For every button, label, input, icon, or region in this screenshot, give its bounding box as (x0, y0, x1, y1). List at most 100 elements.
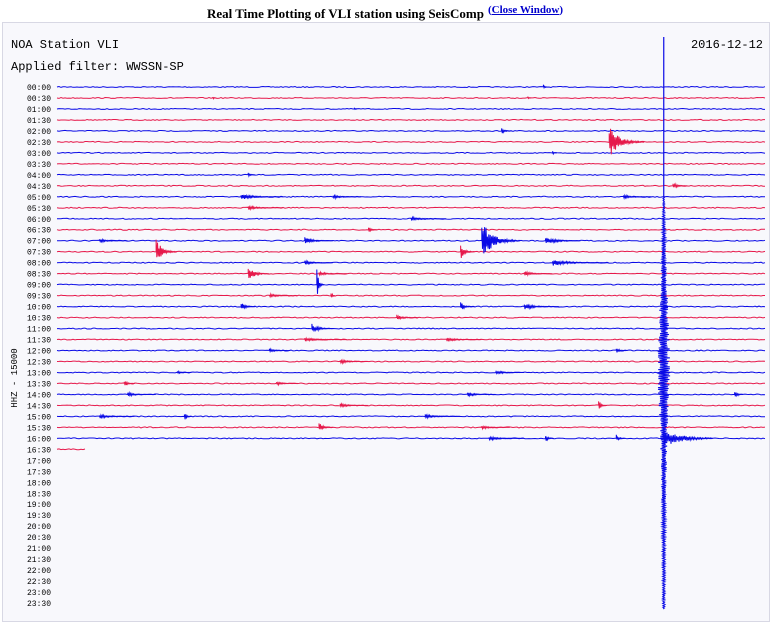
event-53 (545, 435, 555, 442)
trace-7 (56, 162, 766, 165)
event-33 (311, 323, 333, 333)
close-paren-open: ( (487, 4, 492, 16)
event-19 (155, 239, 178, 258)
tick-label: 06:00 (27, 216, 51, 225)
trace-6 (56, 151, 766, 154)
tick-label: 22:30 (27, 578, 51, 587)
event-42 (276, 381, 298, 387)
tick-label: 21:00 (27, 545, 51, 554)
tick-label: 20:00 (27, 523, 51, 532)
close-window-link[interactable]: Close Window (491, 4, 560, 16)
event-34 (304, 336, 347, 343)
event-8 (672, 182, 688, 189)
trace-8 (56, 173, 766, 176)
event-10 (332, 193, 362, 201)
tick-label: 21:30 (27, 556, 51, 565)
event-27 (330, 292, 336, 298)
trace-2 (56, 107, 765, 110)
event-23 (247, 268, 270, 279)
trace-1 (56, 96, 766, 100)
channel-label: HHZ - 15000 (10, 348, 20, 407)
tick-label: 17:30 (27, 468, 51, 477)
tick-label: 08:30 (27, 271, 51, 280)
event-6 (552, 151, 557, 156)
tick-label: 16:30 (27, 446, 51, 455)
filter-label: Applied filter: WWSSN-SP (11, 60, 184, 74)
trace-11 (56, 206, 766, 209)
event-14 (368, 227, 377, 233)
trace-3 (56, 118, 765, 121)
seismic-traces (56, 85, 766, 451)
seismic-events (99, 37, 744, 610)
tick-label: 04:30 (27, 183, 51, 192)
tick-label: 10:30 (27, 315, 51, 324)
trace-18 (56, 283, 766, 286)
tick-label: 13:00 (27, 369, 51, 378)
trace-5 (56, 140, 766, 143)
tick-label: 06:30 (27, 227, 51, 236)
tick-label: 05:00 (27, 194, 51, 203)
tick-label: 14:30 (27, 402, 51, 411)
tick-label: 12:00 (27, 348, 51, 357)
tick-label: 20:30 (27, 534, 51, 543)
event-47 (339, 402, 369, 409)
close-paren-close: ) (559, 4, 564, 16)
trace-27 (56, 382, 766, 385)
event-0 (542, 84, 548, 90)
event-17 (545, 237, 581, 244)
tick-label: 18:30 (27, 490, 51, 499)
trace-30 (56, 415, 765, 418)
tick-label: 11:30 (27, 337, 51, 346)
tick-label: 04:00 (27, 172, 51, 181)
trace-32 (56, 437, 766, 440)
tick-label: 01:00 (27, 106, 51, 115)
event-40 (495, 370, 525, 375)
event-13 (410, 215, 447, 221)
tick-label: 05:30 (27, 205, 51, 214)
tick-label: 18:00 (27, 479, 51, 488)
event-36 (268, 347, 291, 354)
tick-label: 16:00 (27, 435, 51, 444)
tick-label: 15:30 (27, 424, 51, 433)
trace-0 (56, 85, 766, 89)
tick-label: 14:00 (27, 391, 51, 400)
trace-16 (56, 261, 766, 264)
trace-22 (57, 327, 766, 330)
trace-13 (56, 228, 765, 231)
event-48 (183, 414, 192, 420)
date-label: 2016-12-12 (691, 38, 763, 52)
event-1 (212, 96, 217, 100)
event-22 (304, 259, 333, 266)
tick-label: 07:30 (27, 249, 51, 258)
trace-26 (56, 371, 766, 374)
trace-25 (56, 360, 766, 363)
tick-label: 08:00 (27, 260, 51, 269)
trace-24 (56, 349, 766, 352)
event-4 (501, 128, 513, 134)
page-header: Real Time Plotting of VLI station using … (0, 0, 770, 24)
trace-31 (56, 426, 766, 429)
trace-17 (56, 272, 766, 275)
time-tick-labels: 00:00 00:30 01:00 01:30 02:00 02:30 03:00 03:30… (27, 84, 51, 609)
event-20 (460, 245, 475, 259)
trace-14 (57, 239, 766, 242)
tick-label: 00:00 (27, 84, 51, 93)
tick-label: 17:00 (27, 457, 51, 466)
tick-label: 23:00 (27, 589, 51, 598)
tick-label: 10:00 (27, 304, 51, 313)
tick-label: 09:30 (27, 293, 51, 302)
event-43 (734, 392, 744, 398)
trace-20 (56, 305, 766, 308)
event-7 (247, 172, 256, 178)
event-5 (608, 128, 645, 155)
trace-9 (56, 184, 766, 187)
event-3 (353, 107, 358, 111)
seismogram-plot: NOA Station VLI Applied filter: WWSSN-SP… (2, 22, 770, 622)
event-24 (523, 270, 553, 277)
main-event-coda (663, 429, 713, 444)
event-9 (240, 193, 284, 200)
tick-label: 23:30 (27, 600, 51, 609)
tick-label: 12:30 (27, 359, 51, 368)
event-44 (127, 390, 156, 398)
tick-label: 11:00 (27, 326, 51, 335)
